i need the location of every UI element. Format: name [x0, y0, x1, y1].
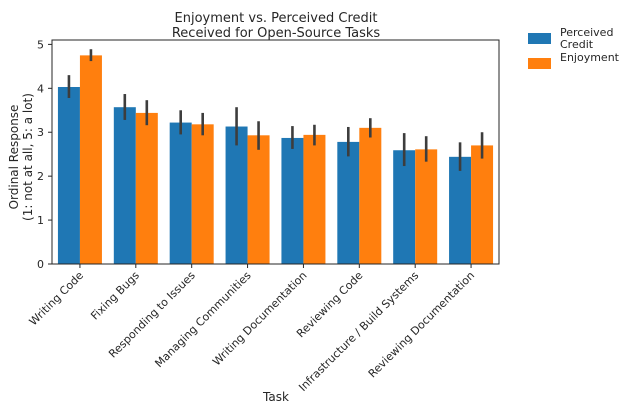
bar [247, 135, 270, 264]
legend-item: Enjoyment [528, 51, 620, 69]
legend-swatch [528, 58, 551, 69]
x-tick-label: Writing Documentation [210, 269, 309, 368]
bar [415, 149, 438, 264]
bar [337, 141, 360, 264]
x-tick-label: Fixing Bugs [88, 269, 142, 323]
axes-frame [51, 39, 500, 265]
y-axis-label-line-1: Ordinal Response [7, 105, 21, 210]
x-tick-label: Managing Communities [152, 269, 253, 370]
y-tick-label: 5 [37, 38, 44, 51]
series-perceived-credit [57, 75, 472, 265]
bar [57, 86, 80, 264]
y-tick-label: 3 [37, 126, 44, 139]
bar [281, 137, 304, 264]
bar [191, 124, 214, 265]
bar [135, 112, 158, 264]
y-axis-label-line-2: (1: not at all, 5: a lot) [21, 93, 35, 221]
x-tick-label: Reviewing Documentation [366, 269, 477, 380]
y-tick-label: 4 [37, 82, 44, 95]
bar [113, 107, 136, 264]
bar [471, 145, 494, 264]
bar [393, 150, 416, 264]
legend-label: Perceived [560, 26, 613, 39]
y-axis-label: Ordinal Response (1: not at all, 5: a lo… [7, 93, 35, 221]
y-axis: 0 1 2 3 4 5 [37, 38, 52, 271]
chart-title-line-1: Enjoyment vs. Perceived Credit [175, 11, 378, 26]
y-tick-label: 2 [37, 170, 44, 183]
bar [225, 126, 248, 265]
legend-label: Enjoyment [560, 51, 620, 64]
x-axis-label: Task [262, 390, 289, 404]
x-tick-label: Writing Code [27, 269, 87, 329]
bar [79, 55, 102, 265]
chart-title: Enjoyment vs. Perceived Credit Received … [172, 11, 381, 41]
plot-area: 0 1 2 3 4 5 Writing Code Fixing BugsResponding … [27, 38, 500, 394]
bar [449, 156, 472, 264]
chart-title-line-2: Received for Open-Source Tasks [172, 26, 381, 41]
legend-label: Credit [560, 38, 594, 51]
x-tick-label: Infrastructure / Build Systems [296, 269, 421, 394]
series-enjoyment [79, 49, 494, 265]
bar [169, 122, 192, 265]
y-tick-label: 1 [37, 214, 44, 227]
legend-swatch [528, 33, 551, 44]
bar [359, 127, 382, 264]
y-tick-label: 0 [37, 258, 44, 271]
bar [303, 134, 326, 264]
